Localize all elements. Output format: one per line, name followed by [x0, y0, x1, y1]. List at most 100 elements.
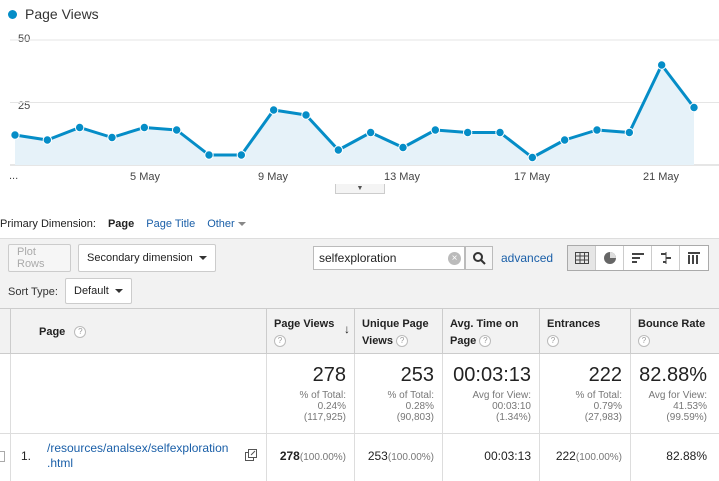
column-label-unique-page-views: Unique Page Views — [362, 318, 429, 347]
primary-dimension-bar: Primary Dimension: Page Page Title Other — [0, 218, 246, 230]
column-header-avg-time-on-page[interactable]: Avg. Time on Page ? — [442, 309, 539, 355]
row-unique-pct: (100.00%) — [387, 452, 434, 463]
search-icon — [473, 252, 486, 265]
row-page-cell: 1. /resources/analsex/selfexploration .h… — [10, 434, 266, 481]
page-path-link[interactable]: /resources/analsex/selfexploration .html — [47, 441, 228, 471]
totals-spacer — [0, 354, 10, 434]
column-label-page-views: Page Views — [274, 318, 335, 330]
data-point — [430, 125, 441, 135]
totals-page-cell — [10, 354, 266, 434]
total-percent: 0.79% — [593, 401, 622, 412]
x-tick-21-may: 21 May — [642, 171, 680, 183]
secondary-dimension-label: Secondary dimension — [87, 252, 193, 264]
data-point — [10, 130, 20, 140]
column-label-bounce-rate: Bounce Rate — [638, 318, 706, 330]
sort-type-label: Sort Type: — [8, 286, 58, 298]
pie-chart-icon — [603, 252, 616, 264]
column-header-unique-page-views[interactable]: Unique Page Views ? — [354, 309, 442, 355]
checkbox[interactable] — [0, 451, 5, 462]
caret-down-icon — [199, 256, 207, 260]
row-index: 1. — [21, 449, 32, 463]
help-icon[interactable]: ? — [638, 335, 650, 348]
totals-bounce-rate: 82.88% Avg for View: 41.53% (99.59%) — [630, 354, 719, 434]
total-overall: (1.34%) — [495, 412, 531, 423]
total-overall: (99.59%) — [666, 412, 707, 423]
legend-dot-icon — [8, 9, 17, 19]
table-row: 1. /resources/analsex/selfexploration .h… — [0, 434, 719, 481]
column-header-bounce-rate[interactable]: Bounce Rate ? — [630, 309, 719, 355]
advanced-filter-link[interactable]: advanced — [501, 251, 554, 265]
performance-view-button[interactable] — [624, 246, 652, 270]
data-point — [204, 150, 214, 160]
clear-search-icon[interactable]: × — [448, 252, 461, 265]
primary-dimension-other[interactable]: Other — [207, 218, 246, 230]
totals-entrances: 222 % of Total: 0.79% (27,983) — [539, 354, 630, 434]
column-header-page-views[interactable]: Page Views ↓ ? — [266, 309, 354, 355]
caret-down-icon — [237, 222, 246, 227]
search-input[interactable]: selfexploration — [313, 246, 465, 270]
view-switcher — [567, 245, 709, 271]
primary-dimension-page[interactable]: Page — [107, 218, 135, 230]
data-point — [365, 127, 376, 138]
totals-page-views: 278 % of Total: 0.24% (117,925) — [266, 354, 354, 434]
pie-view-button[interactable] — [596, 246, 624, 270]
help-icon[interactable]: ? — [74, 326, 87, 339]
total-value: 82.88% — [639, 364, 707, 386]
sort-type-dropdown[interactable]: Default — [65, 278, 132, 304]
table-header: Page ? Page Views ↓ ? Unique Page Views … — [0, 308, 719, 355]
total-percent: 41.53% — [673, 401, 707, 412]
pivot-view-button[interactable] — [680, 246, 708, 270]
data-point — [462, 127, 473, 138]
total-label: % of Total: — [387, 390, 434, 401]
totals-avg-time-on-page: 00:03:13 Avg for View: 00:03:10 (1.34%) — [442, 354, 539, 434]
help-icon[interactable]: ? — [547, 335, 559, 348]
chart-plot — [10, 39, 719, 166]
legend-label: Page Views — [25, 6, 99, 22]
grid-icon — [574, 252, 589, 264]
row-bounce-rate: 82.88% — [630, 434, 719, 481]
row-avg-time: 00:03:13 — [442, 434, 539, 481]
help-icon[interactable]: ? — [396, 335, 409, 348]
page-path-line2: .html — [47, 456, 74, 470]
totals-row: 278 % of Total: 0.24% (117,925) 253 % of… — [0, 354, 719, 434]
data-point — [301, 110, 311, 120]
data-point — [495, 127, 505, 138]
data-point — [171, 125, 182, 135]
open-external-icon[interactable] — [245, 449, 257, 461]
total-label: % of Total: — [575, 390, 622, 401]
table-view-button[interactable] — [568, 246, 596, 270]
secondary-dimension-dropdown[interactable]: Secondary dimension — [78, 244, 216, 272]
total-value: 00:03:13 — [453, 364, 531, 386]
chevron-down-icon: ▼ — [356, 185, 364, 192]
row-page-views-pct: (100.00%) — [299, 452, 346, 463]
data-point — [74, 122, 85, 133]
totals-unique-page-views: 253 % of Total: 0.28% (90,803) — [354, 354, 442, 434]
column-header-entrances[interactable]: Entrances ? — [539, 309, 630, 355]
total-label: Avg for View: — [472, 390, 531, 401]
x-tick-ellipsis: ... — [9, 170, 19, 182]
sort-descending-icon: ↓ — [344, 322, 350, 336]
column-header-page[interactable]: Page ? — [10, 309, 266, 355]
row-entrances-pct: (100.00%) — [575, 452, 622, 463]
search-button[interactable] — [465, 246, 493, 270]
primary-dimension-label: Primary Dimension: — [0, 218, 96, 230]
row-checkbox[interactable] — [0, 434, 10, 481]
help-icon[interactable]: ? — [274, 335, 286, 348]
column-label-entrances: Entrances — [547, 318, 601, 330]
data-point — [559, 135, 570, 145]
data-point — [689, 102, 699, 113]
data-point — [398, 142, 408, 153]
bar-chart-icon — [631, 253, 644, 263]
row-entrances: 222(100.00%) — [539, 434, 630, 481]
series-area — [15, 65, 694, 165]
comparison-view-button[interactable] — [652, 246, 680, 270]
help-icon[interactable]: ? — [479, 335, 492, 348]
plot-rows-button[interactable]: Plot Rows — [8, 244, 71, 272]
chart-collapse-handle[interactable]: ▼ — [335, 184, 385, 194]
page-path-line1: /resources/analsex/selfexploration — [47, 441, 229, 455]
primary-dimension-page-title[interactable]: Page Title — [146, 218, 196, 230]
total-label: Avg for View: — [648, 390, 707, 401]
data-point — [42, 135, 53, 145]
total-label: % of Total: — [299, 390, 346, 401]
data-point — [333, 145, 344, 155]
